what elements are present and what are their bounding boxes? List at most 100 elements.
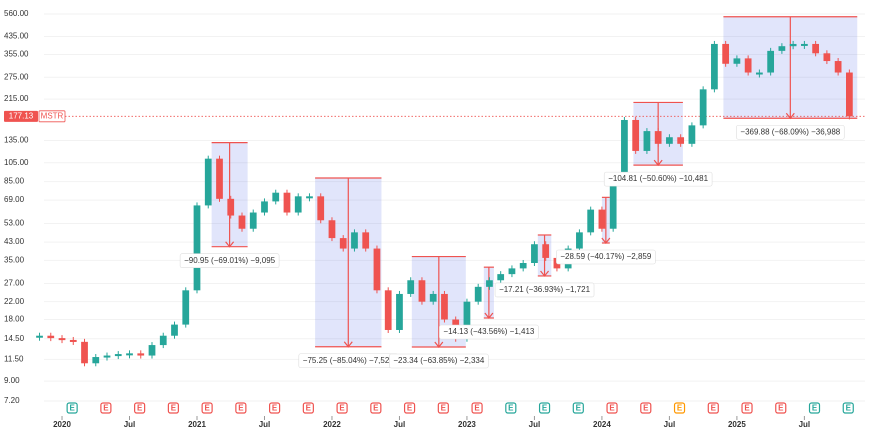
event-label: E: [542, 404, 548, 413]
event-label: E: [238, 404, 244, 413]
candle: [519, 262, 527, 269]
event-label: E: [272, 404, 278, 413]
event-label: E: [744, 404, 750, 413]
event-marker: [235, 402, 247, 414]
candle: [114, 354, 122, 357]
candle: [508, 268, 516, 275]
event-marker: [437, 402, 449, 414]
arrow-head: [601, 237, 611, 244]
candle: [666, 137, 673, 144]
event-marker: [134, 402, 146, 414]
event-label: E: [103, 404, 109, 413]
measure-label: −369.88 (−68.09%) −36,988: [740, 127, 840, 136]
candle: [497, 274, 505, 281]
candle: [204, 158, 212, 206]
candle: [812, 43, 820, 54]
event-label: E: [778, 404, 784, 413]
event-marker: [302, 402, 314, 414]
y-tick-label: 275.00: [4, 72, 29, 81]
event-marker: [201, 402, 213, 414]
y-tick-label: 14.50: [4, 334, 25, 343]
candle: [654, 131, 662, 144]
candle: [418, 280, 426, 302]
x-tick-label: 2025: [728, 420, 746, 427]
candle: [407, 280, 415, 294]
price-badge: [4, 110, 38, 122]
candle: [531, 244, 538, 263]
y-tick-label: 69.00: [4, 195, 25, 204]
x-tick-label: 2023: [458, 420, 476, 427]
candle: [576, 232, 583, 249]
candle: [542, 244, 550, 258]
x-tick-label: 2020: [53, 420, 71, 427]
y-tick-label: 7.20: [4, 396, 20, 405]
event-label: E: [846, 404, 852, 413]
event-label: E: [576, 404, 582, 413]
symbol-badge: [38, 110, 66, 123]
candle: [711, 43, 718, 90]
x-tick-label: Jul: [124, 420, 136, 427]
event-label: E: [171, 404, 177, 413]
candle: [171, 324, 178, 336]
event-marker: [842, 402, 854, 414]
event-label: E: [137, 404, 143, 413]
event-label: E: [204, 404, 210, 413]
candle: [339, 238, 347, 249]
candle: [36, 335, 43, 338]
candle: [328, 220, 336, 239]
event-label: E: [677, 404, 683, 413]
event-label: E: [812, 404, 818, 413]
measure-label-bg: [603, 171, 713, 187]
candle: [632, 119, 640, 151]
candle: [249, 212, 257, 229]
candle: [474, 286, 482, 302]
measure-label-bg: [179, 253, 280, 268]
candle: [47, 335, 55, 339]
candle: [148, 345, 156, 356]
event-label: E: [474, 404, 480, 413]
event-label: E: [407, 404, 413, 413]
price-label: 177.13: [9, 111, 34, 120]
candle: [722, 43, 730, 64]
arrow-head: [540, 270, 550, 277]
candle: [238, 215, 246, 229]
candle: [351, 232, 358, 249]
event-marker: [775, 402, 787, 414]
y-tick-label: 85.00: [4, 177, 25, 186]
candle: [261, 201, 268, 213]
candle: [69, 339, 77, 342]
arrow-head: [785, 112, 795, 120]
measure-label-bg: [389, 353, 489, 369]
candle: [846, 72, 853, 117]
event-marker: [100, 402, 112, 414]
y-tick-label: 560.00: [4, 9, 29, 18]
candle: [294, 196, 302, 213]
candle: [216, 158, 223, 199]
candle: [621, 119, 628, 177]
candle: [384, 290, 392, 330]
candle: [227, 198, 235, 216]
x-tick-label: 2021: [188, 420, 206, 427]
y-tick-label: 43.00: [4, 237, 25, 246]
event-label: E: [306, 404, 312, 413]
event-marker: [66, 402, 78, 414]
measure-label-bg: [439, 324, 539, 340]
candle: [789, 43, 797, 47]
arrow-head: [653, 159, 663, 167]
x-tick-label: 2024: [593, 420, 611, 427]
candle: [756, 72, 763, 75]
candle: [283, 192, 291, 213]
event-marker: [640, 402, 652, 414]
event-marker: [167, 402, 179, 414]
measure-label: −23.34 (−63.85%) −2,334: [393, 356, 485, 365]
candle: [834, 61, 842, 73]
candle: [137, 353, 145, 356]
event-label: E: [373, 404, 379, 413]
arrow-head: [434, 341, 444, 348]
y-tick-label: 18.00: [4, 315, 25, 324]
y-tick-label: 135.00: [4, 136, 29, 145]
y-tick-label: 27.00: [4, 279, 25, 288]
candle: [396, 293, 403, 330]
event-marker: [471, 402, 483, 414]
